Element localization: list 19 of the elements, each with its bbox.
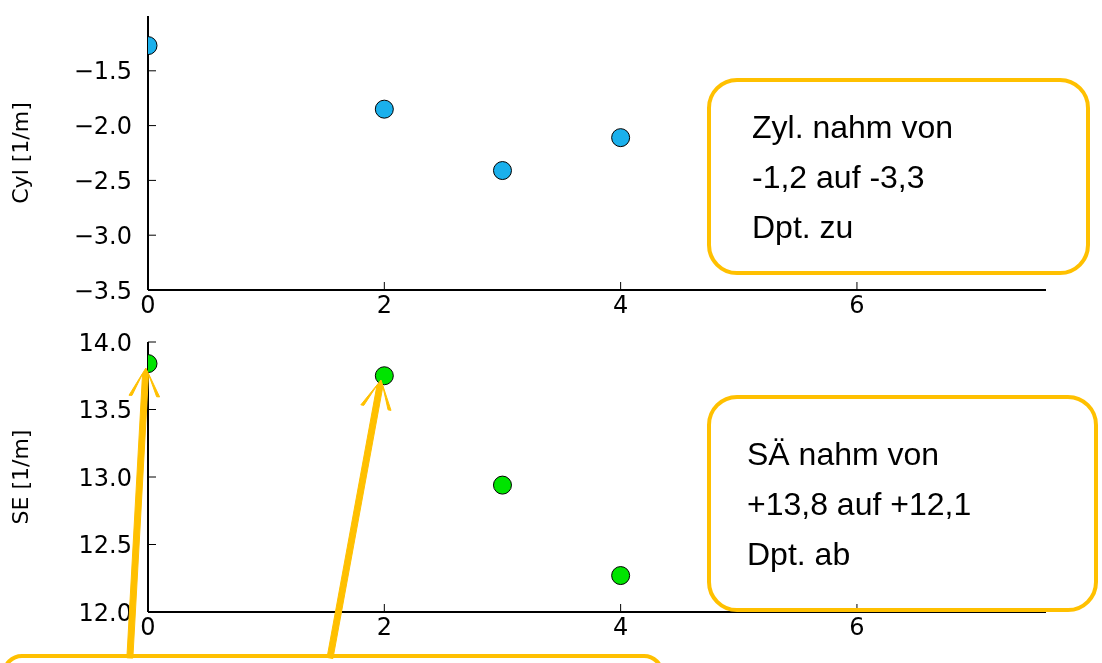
y-tick-label: −3.5 (73, 276, 132, 305)
x-tick-label: 4 (612, 291, 629, 320)
y-tick-label: −2.5 (73, 166, 132, 195)
y-tick-label: 13.0 (78, 463, 132, 492)
y-axis-title: Cyl [1/m] (7, 102, 33, 204)
x-tick-label: 6 (849, 613, 865, 642)
y-tick-label: 13.5 (78, 396, 132, 425)
x-tick-label: 6 (849, 291, 865, 320)
x-tick-label: 2 (376, 613, 392, 642)
x-tick-label: 0 (140, 613, 156, 642)
y-tick-label: −2.0 (73, 112, 132, 141)
y-tick-label: 14.0 (78, 328, 132, 357)
y-tick-label: 12.5 (78, 531, 132, 560)
y-tick-label: −1.5 (73, 57, 132, 86)
x-tick-label: 4 (612, 613, 629, 642)
x-tick-label: 0 (140, 291, 156, 320)
x-tick-label: 2 (376, 291, 392, 320)
y-tick-label: −3.0 (73, 221, 132, 250)
y-axis-title: SE [1/m] (7, 429, 33, 525)
